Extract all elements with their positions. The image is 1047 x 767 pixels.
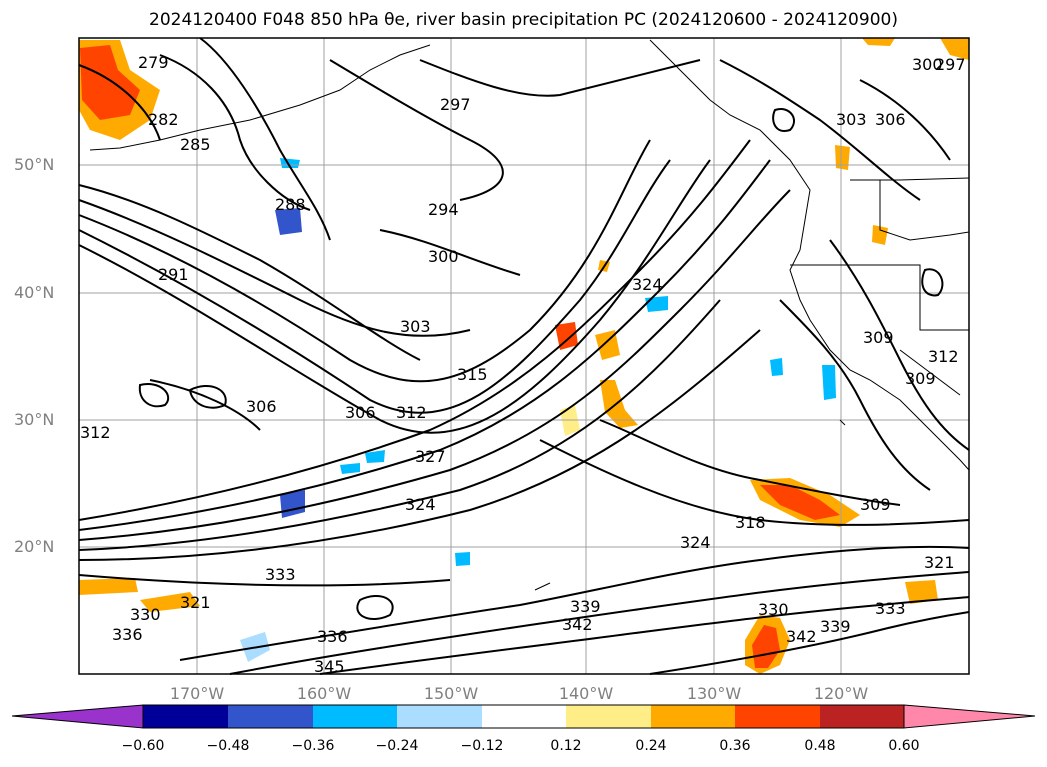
colorbar-bin	[482, 705, 566, 728]
colorbar-tick-label: 0.24	[635, 738, 667, 754]
colorbar-tick-label: −0.12	[460, 738, 504, 754]
graticule	[79, 38, 969, 674]
contour-label: 312	[80, 423, 111, 442]
contour-label: 333	[265, 565, 296, 584]
contour-label: 303	[836, 110, 867, 129]
colorbar-tick-label: 0.36	[719, 738, 751, 754]
contour-label: 333	[875, 599, 906, 618]
contour-label: 321	[180, 593, 211, 612]
contour-label: 288	[275, 195, 306, 214]
lon-label-120w: 120°W	[813, 684, 869, 703]
contour-label: 303	[400, 317, 431, 336]
contour-label: 330	[758, 600, 789, 619]
map-title: 2024120400 F048 850 hPa θe, river basin …	[149, 10, 898, 30]
colorbar-frame	[142, 704, 905, 729]
contour-label: 312	[928, 347, 959, 366]
contour-label: 300	[428, 247, 459, 266]
map-background	[79, 38, 969, 674]
colorbar-tick-label: −0.36	[291, 738, 335, 754]
contour-label: 327	[415, 447, 446, 466]
colorbar-bin	[651, 705, 735, 728]
contour-label: 318	[735, 513, 766, 532]
coastlines	[89, 39, 970, 591]
contour-label: 291	[158, 265, 189, 284]
lon-label-170w: 170°W	[169, 684, 225, 703]
colorbar-bin	[228, 705, 313, 728]
colorbar-bin	[313, 705, 397, 728]
contour-label: 309	[905, 369, 936, 388]
contour-label: 312	[396, 403, 427, 422]
contour-label: 339	[570, 597, 601, 616]
contour-label: 300	[912, 55, 943, 74]
contour-label: 336	[112, 625, 143, 644]
contour-label: 279	[138, 53, 169, 72]
contour-label: 297	[935, 55, 966, 74]
contour-label: 324	[405, 495, 436, 514]
contour-label: 306	[246, 397, 277, 416]
lat-label-20n: 20°N	[14, 537, 55, 556]
contour-label: 306	[345, 403, 376, 422]
lon-label-150w: 150°W	[423, 684, 479, 703]
lat-label-40n: 40°N	[14, 283, 55, 302]
contour-label: 330	[130, 605, 161, 624]
contour-label: 345	[314, 657, 345, 676]
lat-label-50n: 50°N	[14, 155, 55, 174]
colorbar-tick-label: 0.60	[888, 738, 920, 754]
lon-label-130w: 130°W	[686, 684, 742, 703]
contour-label: 285	[180, 135, 211, 154]
contour-label: 321	[924, 553, 955, 572]
colorbar-bin	[143, 705, 228, 728]
contour-label: 324	[632, 275, 663, 294]
precip-shading	[79, 38, 969, 674]
contour-label: 282	[148, 110, 179, 129]
colorbar-bin	[566, 705, 651, 728]
colorbar-tick-label: 0.48	[804, 738, 836, 754]
contour-label: 306	[875, 110, 906, 129]
contour-label: 324	[680, 533, 711, 552]
colorbar-tick-label: −0.48	[206, 738, 250, 754]
lon-label-160w: 160°W	[296, 684, 352, 703]
contour-label: 309	[863, 328, 894, 347]
contour-label: 339	[820, 617, 851, 636]
contour-label: 294	[428, 200, 459, 219]
lat-label-30n: 30°N	[14, 410, 55, 429]
colorbar-tick-label: 0.12	[550, 738, 582, 754]
colorbar-extend-high	[903, 704, 1036, 729]
lon-label-140w: 140°W	[558, 684, 614, 703]
contour-label: 309	[860, 495, 891, 514]
contour-label: 297	[440, 95, 471, 114]
contour-label: 342	[786, 627, 817, 646]
contour-label: 315	[457, 365, 488, 384]
colorbar-extend-low	[11, 704, 144, 729]
colorbar-bin	[735, 705, 820, 728]
colorbar	[11, 704, 1036, 729]
map-frame	[78, 37, 970, 675]
colorbar-bin	[820, 705, 904, 728]
colorbar-bin	[397, 705, 482, 728]
colorbar-tick-label: −0.60	[121, 738, 165, 754]
contour-label: 342	[562, 615, 593, 634]
colorbar-tick-label: −0.24	[375, 738, 419, 754]
contour-label-group: 279 282 285 288 291 294 297 297 300 300 …	[80, 53, 966, 676]
theta-e-contours	[78, 37, 970, 675]
contour-label: 336	[317, 627, 348, 646]
map-plot: 279 282 285 288 291 294 297 297 300 300 …	[78, 37, 970, 676]
